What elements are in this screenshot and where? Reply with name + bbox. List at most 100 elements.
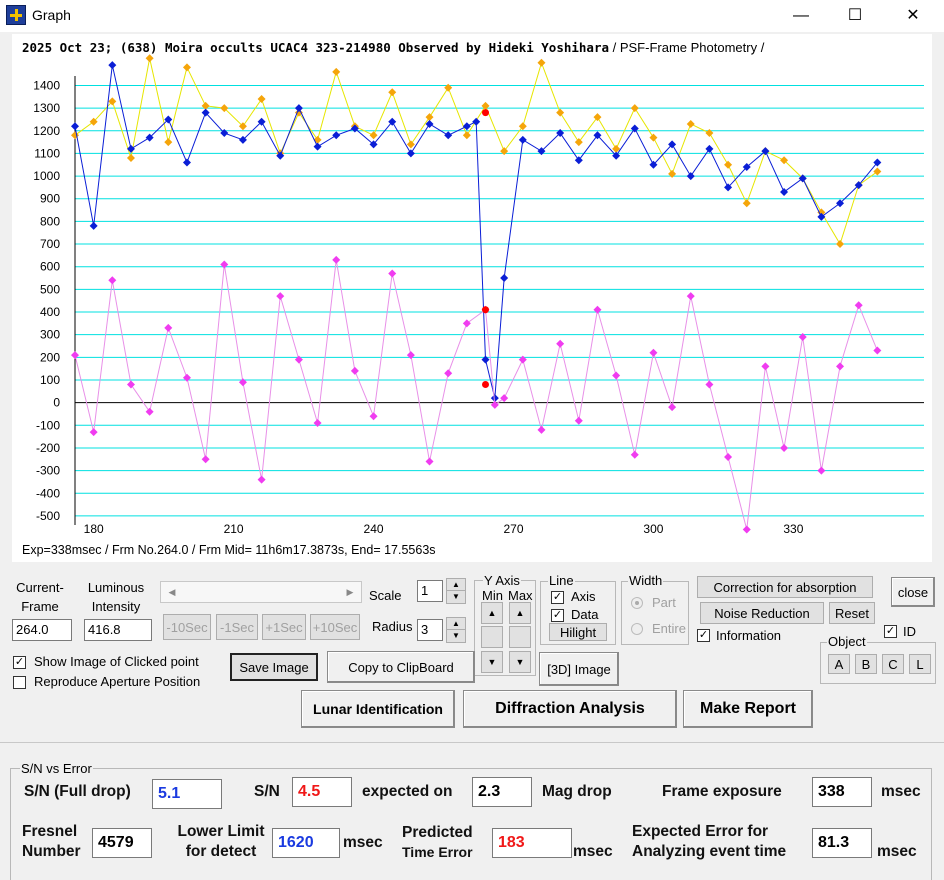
plus-1sec-button[interactable]: +1Sec — [262, 614, 306, 640]
target-series-point — [182, 158, 191, 167]
correction-absorption-button[interactable]: Correction for absorption — [697, 576, 873, 598]
data-checkbox[interactable]: ✓ — [551, 609, 564, 622]
x-tick-label: 180 — [84, 522, 104, 536]
light-curve-chart[interactable]: -500 -400 -300 -200 -100 0 100 200 300 400 500 600 7… — [12, 34, 932, 562]
scale-down-icon[interactable]: ▼ — [452, 592, 460, 601]
radius-up-icon[interactable]: ▲ — [447, 618, 465, 630]
difference-series-point — [108, 276, 117, 285]
entire-radio[interactable] — [631, 623, 643, 635]
close-window-button[interactable]: ✕ — [906, 7, 920, 24]
close-button[interactable]: close — [891, 577, 935, 607]
line-group-label: Line — [548, 573, 575, 588]
object-l-button[interactable]: L — [909, 654, 931, 674]
difference-series-point — [705, 380, 714, 389]
minus-1sec-button[interactable]: -1Sec — [216, 614, 258, 640]
part-radio[interactable] — [631, 597, 643, 609]
comparison-series-point — [388, 88, 397, 97]
y-tick-label: 700 — [40, 237, 60, 251]
sn-error-group — [10, 768, 932, 880]
axis-checkbox[interactable]: ✓ — [551, 591, 564, 604]
target-series-point — [220, 129, 229, 138]
y-tick-label: 600 — [40, 260, 60, 274]
current-frame-label: Current- Frame — [16, 580, 64, 614]
y-axis-group-label: Y Axis — [483, 573, 521, 588]
minimize-button[interactable]: — — [793, 7, 809, 24]
difference-series-point — [836, 362, 845, 371]
difference-series-point — [276, 292, 285, 301]
x-tick-label: 300 — [643, 522, 663, 536]
scale-field[interactable]: 1 — [417, 580, 443, 602]
radius-down-icon[interactable]: ▼ — [452, 631, 460, 640]
information-checkbox[interactable]: ✓ — [697, 629, 710, 642]
luminous-intensity-field[interactable]: 416.8 — [84, 619, 152, 641]
y-min-label: Min — [482, 588, 503, 603]
target-series-point — [257, 117, 266, 126]
difference-series-point — [686, 292, 695, 301]
lunar-identification-button[interactable]: Lunar Identification — [301, 690, 455, 728]
fresnel-label-line2: Number — [22, 843, 81, 860]
hilight-button[interactable]: Hilight — [549, 623, 607, 641]
scale-spinner[interactable]: ▲ ▼ — [446, 578, 466, 604]
3d-image-button[interactable]: [3D] Image — [539, 652, 619, 686]
target-series-point — [350, 124, 359, 133]
copy-to-clipboard-button[interactable]: Copy to ClipBoard — [327, 651, 475, 683]
make-report-button[interactable]: Make Report — [683, 690, 813, 728]
radius-spinner[interactable]: ▲ ▼ — [446, 617, 466, 643]
target-series-point — [126, 144, 135, 153]
lower-limit-label-line2: for detect — [185, 843, 257, 860]
scale-up-icon[interactable]: ▲ — [447, 579, 465, 591]
y-min-down-icon[interactable]: ▼ — [481, 651, 503, 673]
y-min-slider[interactable] — [481, 626, 503, 648]
plus-10sec-button[interactable]: +10Sec — [310, 614, 360, 640]
difference-series-point — [649, 348, 658, 357]
difference-series-point — [182, 373, 191, 382]
radius-field[interactable]: 3 — [417, 619, 443, 641]
frame-info: Exp=338msec / Frm No.264.0 / Frm Mid= 11… — [22, 543, 436, 557]
reset-button[interactable]: Reset — [829, 602, 875, 624]
target-series-point — [332, 131, 341, 140]
scroll-left-arrow[interactable]: ◀ — [168, 587, 176, 597]
comparison-series-point — [817, 208, 826, 217]
diffraction-analysis-button[interactable]: Diffraction Analysis — [463, 690, 677, 728]
graph-title: 2025 Oct 23; (638) Moira occults UCAC4 3… — [22, 40, 764, 55]
comparison-series-point — [164, 138, 173, 147]
object-c-button[interactable]: C — [882, 654, 904, 674]
target-series-point — [406, 149, 415, 158]
object-a-button[interactable]: A — [828, 654, 850, 674]
target-series-point — [71, 122, 79, 131]
y-max-up-icon[interactable]: ▲ — [509, 602, 531, 624]
scroll-right-arrow[interactable]: ▶ — [346, 587, 354, 597]
comparison-series-point — [406, 140, 415, 149]
save-image-button[interactable]: Save Image — [230, 653, 318, 681]
difference-series-point — [164, 323, 173, 332]
difference-series-point — [462, 319, 471, 328]
reproduce-aperture-checkbox[interactable] — [13, 676, 26, 689]
y-tick-label: 100 — [40, 373, 60, 387]
sn-label: S/N — [254, 783, 280, 800]
minus-10sec-button[interactable]: -10Sec — [163, 614, 211, 640]
sn-full-drop-label: S/N (Full drop) — [24, 783, 131, 800]
maximize-button[interactable]: ☐ — [847, 7, 863, 24]
current-frame-field[interactable]: 264.0 — [12, 619, 72, 641]
y-tick-label: 300 — [40, 328, 60, 342]
target-series-point — [444, 131, 453, 140]
y-max-down-icon[interactable]: ▼ — [509, 651, 531, 673]
frame-scrollbar[interactable]: ◀ ▶ — [160, 581, 362, 603]
target-series-point — [518, 135, 527, 144]
target-series-point — [817, 212, 826, 221]
comparison-series-point — [668, 169, 677, 178]
graph-panel[interactable]: -500 -400 -300 -200 -100 0 100 200 300 400 500 600 7… — [12, 34, 932, 562]
comparison-series-point — [873, 167, 882, 176]
y-min-up-icon[interactable]: ▲ — [481, 602, 503, 624]
frame-exposure-label: Frame exposure — [662, 783, 782, 800]
noise-reduction-button[interactable]: Noise Reduction — [700, 602, 824, 624]
expected-mag-drop-value: 2.3 — [472, 777, 532, 807]
comparison-series-point — [649, 133, 658, 142]
show-image-checkbox[interactable]: ✓ — [13, 656, 26, 669]
comparison-series-point — [836, 240, 845, 249]
id-checkbox[interactable]: ✓ — [884, 625, 897, 638]
object-b-button[interactable]: B — [855, 654, 877, 674]
y-tick-label: 1300 — [33, 101, 60, 115]
y-max-slider[interactable] — [509, 626, 531, 648]
app-icon — [6, 5, 26, 25]
